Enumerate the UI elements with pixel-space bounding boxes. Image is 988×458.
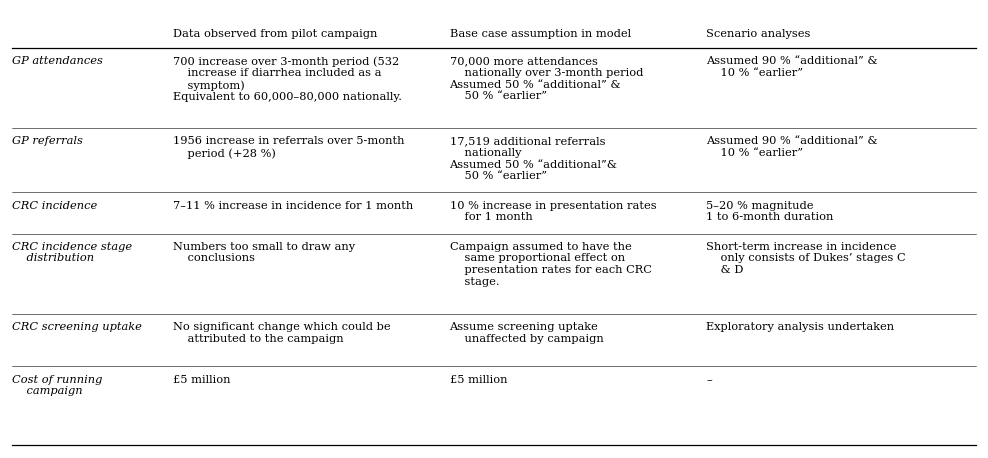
Text: 10 % increase in presentation rates
    for 1 month: 10 % increase in presentation rates for …	[450, 201, 656, 222]
Text: –: –	[706, 375, 712, 385]
Text: £5 million: £5 million	[173, 375, 230, 385]
Text: No significant change which could be
    attributed to the campaign: No significant change which could be att…	[173, 322, 390, 344]
Text: £5 million: £5 million	[450, 375, 507, 385]
Text: CRC incidence: CRC incidence	[12, 201, 97, 211]
Text: CRC incidence stage
    distribution: CRC incidence stage distribution	[12, 242, 132, 263]
Text: 700 increase over 3-month period (532
    increase if diarrhea included as a
   : 700 increase over 3-month period (532 in…	[173, 56, 402, 103]
Text: 7–11 % increase in incidence for 1 month: 7–11 % increase in incidence for 1 month	[173, 201, 413, 211]
Text: Campaign assumed to have the
    same proportional effect on
    presentation ra: Campaign assumed to have the same propor…	[450, 242, 651, 287]
Text: Short-term increase in incidence
    only consists of Dukes’ stages C
    & D: Short-term increase in incidence only co…	[706, 242, 906, 275]
Text: 17,519 additional referrals
    nationally
Assumed 50 % “additional”&
    50 % “: 17,519 additional referrals nationally A…	[450, 136, 618, 181]
Text: Assume screening uptake
    unaffected by campaign: Assume screening uptake unaffected by ca…	[450, 322, 604, 344]
Text: 5–20 % magnitude
1 to 6-month duration: 5–20 % magnitude 1 to 6-month duration	[706, 201, 834, 222]
Text: Scenario analyses: Scenario analyses	[706, 29, 811, 39]
Text: 70,000 more attendances
    nationally over 3-month period
Assumed 50 % “additio: 70,000 more attendances nationally over …	[450, 56, 643, 101]
Text: Cost of running
    campaign: Cost of running campaign	[12, 375, 102, 396]
Text: Data observed from pilot campaign: Data observed from pilot campaign	[173, 29, 377, 39]
Text: Assumed 90 % “additional” &
    10 % “earlier”: Assumed 90 % “additional” & 10 % “earlie…	[706, 136, 878, 158]
Text: CRC screening uptake: CRC screening uptake	[12, 322, 141, 332]
Text: 1956 increase in referrals over 5-month
    period (+28 %): 1956 increase in referrals over 5-month …	[173, 136, 404, 159]
Text: Numbers too small to draw any
    conclusions: Numbers too small to draw any conclusion…	[173, 242, 355, 263]
Text: GP referrals: GP referrals	[12, 136, 83, 147]
Text: Assumed 90 % “additional” &
    10 % “earlier”: Assumed 90 % “additional” & 10 % “earlie…	[706, 56, 878, 78]
Text: Exploratory analysis undertaken: Exploratory analysis undertaken	[706, 322, 894, 332]
Text: Base case assumption in model: Base case assumption in model	[450, 29, 630, 39]
Text: GP attendances: GP attendances	[12, 56, 103, 66]
